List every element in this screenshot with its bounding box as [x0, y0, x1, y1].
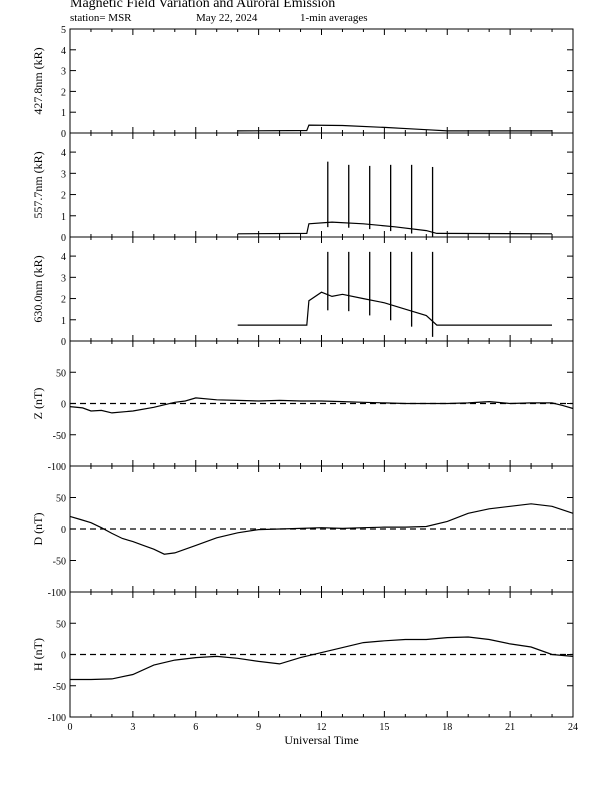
series-line [70, 636, 574, 681]
y-tick-label: 1 [61, 212, 66, 223]
series-line [237, 291, 552, 326]
y-tick-label: -100 [48, 588, 66, 599]
panel-frame [69, 132, 574, 238]
x-tick-label: 24 [568, 722, 578, 733]
y-tick-label: 5 [61, 25, 66, 36]
y-axis-label: H (nT) [31, 638, 45, 671]
y-tick-label: 3 [61, 273, 66, 284]
x-tick-label: 12 [317, 722, 327, 733]
panel-frame [69, 28, 574, 134]
panel-3: -100 -50 0 50 Z (nT) [31, 340, 574, 473]
panel-2: 0 1 2 3 4 630.0nm (kR) [31, 236, 574, 348]
y-tick-label: -50 [53, 557, 66, 568]
x-tick-label: 9 [256, 722, 261, 733]
x-tick-label: 15 [379, 722, 389, 733]
y-tick-label: 0 [61, 129, 66, 140]
x-tick-label: 3 [130, 722, 135, 733]
panel-1: 0 1 2 3 4 557.7nm (kR) [31, 132, 574, 244]
y-tick-label: 1 [61, 316, 66, 327]
x-tick-label: 6 [193, 722, 198, 733]
y-tick-label: 0 [61, 400, 66, 411]
y-axis-label: D (nT) [31, 513, 45, 546]
y-axis-label: 630.0nm (kR) [31, 255, 45, 322]
y-tick-label: 2 [61, 87, 66, 98]
y-tick-label: 0 [61, 525, 66, 536]
y-tick-label: 3 [61, 67, 66, 78]
station-label: station= MSR [70, 12, 132, 24]
panel-4: -100 -50 0 50 D (nT) [31, 465, 574, 599]
y-tick-label: 3 [61, 169, 66, 180]
y-axis-label: 557.7nm (kR) [31, 151, 45, 218]
x-tick-label: 0 [68, 722, 73, 733]
y-tick-label: 2 [61, 295, 66, 306]
x-axis-label: Universal Time [284, 733, 358, 747]
x-tick-label: 21 [505, 722, 515, 733]
y-tick-label: -50 [53, 682, 66, 693]
averaging-label: 1-min averages [300, 12, 368, 24]
x-tick-label: 18 [442, 722, 452, 733]
series-line [69, 503, 574, 555]
y-tick-label: 50 [56, 494, 66, 505]
panel-0: 0 1 2 3 4 5 427.8nm (kR) [31, 25, 574, 140]
y-tick-label: -100 [48, 462, 66, 473]
y-tick-label: 0 [61, 651, 66, 662]
series-line [237, 124, 552, 132]
y-tick-label: -50 [53, 431, 66, 442]
date-label: May 22, 2024 [196, 12, 258, 24]
y-tick-label: 4 [61, 148, 66, 159]
y-tick-label: 4 [61, 252, 66, 263]
y-tick-label: 50 [56, 619, 66, 630]
y-axis-label: 427.8nm (kR) [31, 47, 45, 114]
panel-5: -100 -50 0 50 H (nT) 0 3 6 9 12 15 18 21 24 Universal … [31, 591, 578, 747]
y-tick-label: 2 [61, 191, 66, 202]
y-tick-label: 4 [61, 46, 66, 57]
y-tick-label: 50 [56, 368, 66, 379]
chart-title: Magnetic Field Variation and Auroral Emi… [70, 0, 336, 11]
series-line [69, 397, 574, 414]
y-tick-label: 0 [61, 233, 66, 244]
y-tick-label: 1 [61, 108, 66, 119]
y-axis-label: Z (nT) [31, 388, 45, 420]
y-tick-label: -100 [48, 713, 66, 724]
series-line [237, 221, 553, 235]
y-tick-label: 0 [61, 337, 66, 348]
